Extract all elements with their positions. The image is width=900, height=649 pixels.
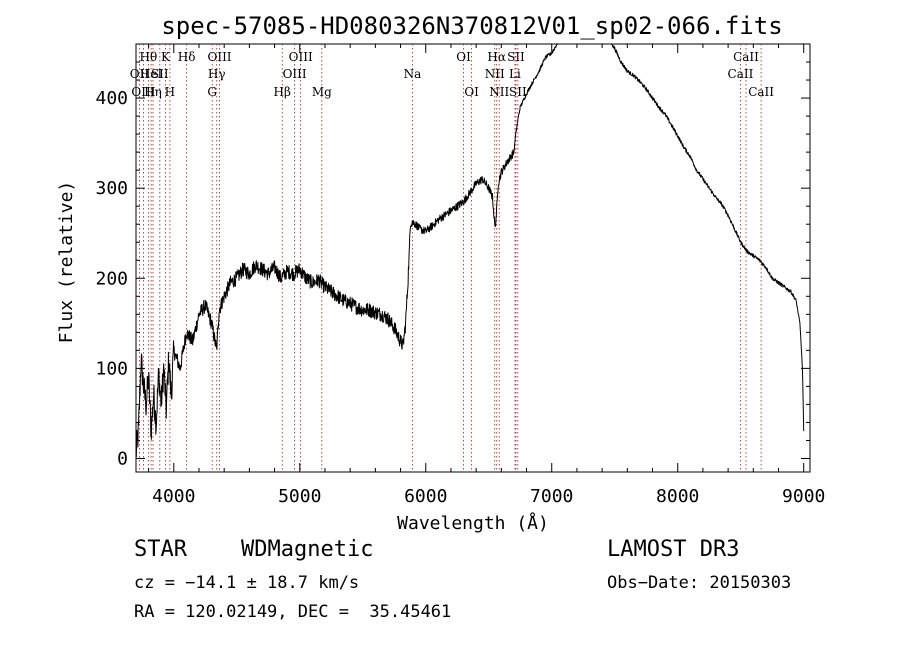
spectral-line-label: CaII (748, 85, 774, 99)
y-tick-label: 200 (95, 268, 128, 289)
spectral-line-label: OII (130, 67, 150, 81)
spectral-line-label: Hθ (139, 50, 157, 64)
y-axis: 0 100 200 300 400 (95, 61, 810, 469)
spectral-line-label: Na (404, 67, 422, 81)
spectral-line-label: Hη (144, 85, 162, 99)
spectral-line-label: CaII (728, 67, 754, 81)
y-tick-label: 100 (95, 358, 128, 379)
x-axis: 4000 5000 6000 7000 8000 9000 (148, 44, 825, 507)
spectral-line-label: OIII (283, 67, 307, 81)
x-tick-label: 8000 (656, 486, 699, 507)
x-tick-label: 5000 (278, 486, 321, 507)
object-subclass: WDMagnetic (241, 537, 374, 562)
y-tick-label: 400 (95, 88, 128, 109)
spectral-line-label: Mg (312, 85, 332, 99)
spectral-line-label: K (161, 50, 171, 64)
observation-date: Obs−Date: 20150303 (607, 573, 792, 593)
spectral-line-label: NII (485, 67, 505, 81)
redshift-velocity: cz = −14.1 ± 18.7 km/s (134, 573, 360, 593)
y-tick-label: 300 (95, 178, 128, 199)
spectral-line-label: H (165, 85, 175, 99)
spectrum-layer (135, 43, 805, 458)
spectral-line-label: OIII (289, 50, 313, 64)
spectral-line-label: SII (509, 85, 527, 99)
spectral-line-label: Li (509, 67, 521, 81)
y-axis-label: Flux (relative) (56, 181, 77, 344)
spectral-line-label: Hβ (274, 85, 291, 99)
survey-name: LAMOST DR3 (607, 537, 740, 562)
spectrum-line (135, 43, 805, 458)
spectral-line-label: Hα (487, 50, 506, 64)
spectral-line-label: OI (464, 85, 479, 99)
spectral-line-label: OI (456, 50, 471, 64)
object-class: STAR (134, 537, 187, 562)
x-tick-label: 7000 (530, 486, 573, 507)
spectral-line-label: SII (507, 50, 525, 64)
x-axis-label: Wavelength (Å) (397, 512, 549, 534)
plot-frame (135, 43, 811, 473)
spectral-line-label: CaII (733, 50, 759, 64)
x-tick-label: 9000 (782, 486, 825, 507)
spectral-line-label: OIII (207, 50, 231, 64)
spectral-line-label: NII (489, 85, 509, 99)
x-tick-label: 6000 (404, 486, 447, 507)
y-tick-label: 0 (117, 448, 128, 469)
chart-title: spec-57085-HD080326N370812V01_sp02-066.f… (161, 12, 782, 40)
spectral-line-label: HeI (140, 67, 163, 81)
sky-coordinates: RA = 120.02149, DEC = 35.45461 (134, 602, 452, 622)
spectral-line-label: Hγ (208, 67, 226, 81)
spectral-line-label: Hδ (178, 50, 196, 64)
spectral-line-label: OIII (131, 85, 155, 99)
x-tick-label: 4000 (152, 486, 195, 507)
spectral-line-label: SII (151, 67, 169, 81)
spectral-line-markers (139, 44, 762, 472)
spectral-line-label: G (207, 85, 217, 99)
